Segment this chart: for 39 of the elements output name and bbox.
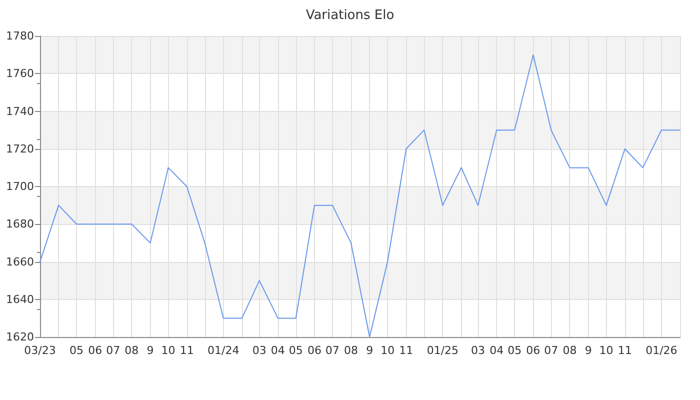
y-tick-label: 1700 xyxy=(6,180,34,193)
x-tick-label: 08 xyxy=(344,344,358,357)
x-tick-label: 06 xyxy=(526,344,540,357)
y-tick-label: 1620 xyxy=(6,330,34,344)
x-tick-label: 11 xyxy=(399,344,414,357)
y-tick-label: 1640 xyxy=(6,292,34,306)
y-tick-label: 1740 xyxy=(6,104,34,118)
y-tick-label: 1660 xyxy=(6,255,34,268)
x-tick-label: 07 xyxy=(544,344,558,357)
y-tick-label: 1760 xyxy=(6,67,34,80)
x-tick-label: 06 xyxy=(88,344,102,357)
x-tick-label: 04 xyxy=(270,344,285,357)
x-tick-label: 10 xyxy=(380,344,395,357)
x-tick-label: 07 xyxy=(325,344,340,357)
x-tick-label: 10 xyxy=(599,344,614,357)
x-tick-label: 11 xyxy=(618,344,632,357)
x-tick-label: 01/26 xyxy=(646,344,678,357)
x-tick-label: 9 xyxy=(366,344,374,357)
x-tick-label: 08 xyxy=(562,344,577,357)
x-tick-label: 05 xyxy=(70,344,84,357)
y-tick-label: 1680 xyxy=(6,218,34,231)
x-tick-label: 01/25 xyxy=(426,344,459,357)
x-tick-label: 07 xyxy=(106,344,120,357)
x-tick-label: 03 xyxy=(252,344,266,357)
x-tick-label: 08 xyxy=(124,344,139,357)
x-tick-label: 10 xyxy=(161,344,176,357)
chart-title: Variations Elo xyxy=(306,8,394,23)
x-tick-label: 9 xyxy=(146,344,154,357)
x-tick-label: 05 xyxy=(288,344,303,357)
x-tick-label: 04 xyxy=(490,344,504,357)
y-tick-label: 1780 xyxy=(6,30,34,42)
y-tick-label: 1720 xyxy=(6,142,34,156)
x-tick-label: 9 xyxy=(584,344,592,357)
x-tick-label: 03/23 xyxy=(24,344,56,357)
x-tick-label: 11 xyxy=(180,344,194,357)
x-tick-label: 06 xyxy=(307,344,322,357)
x-tick-label: 03 xyxy=(471,344,486,357)
x-tick-label: 05 xyxy=(508,344,522,357)
x-tick-label: 01/24 xyxy=(208,344,240,357)
